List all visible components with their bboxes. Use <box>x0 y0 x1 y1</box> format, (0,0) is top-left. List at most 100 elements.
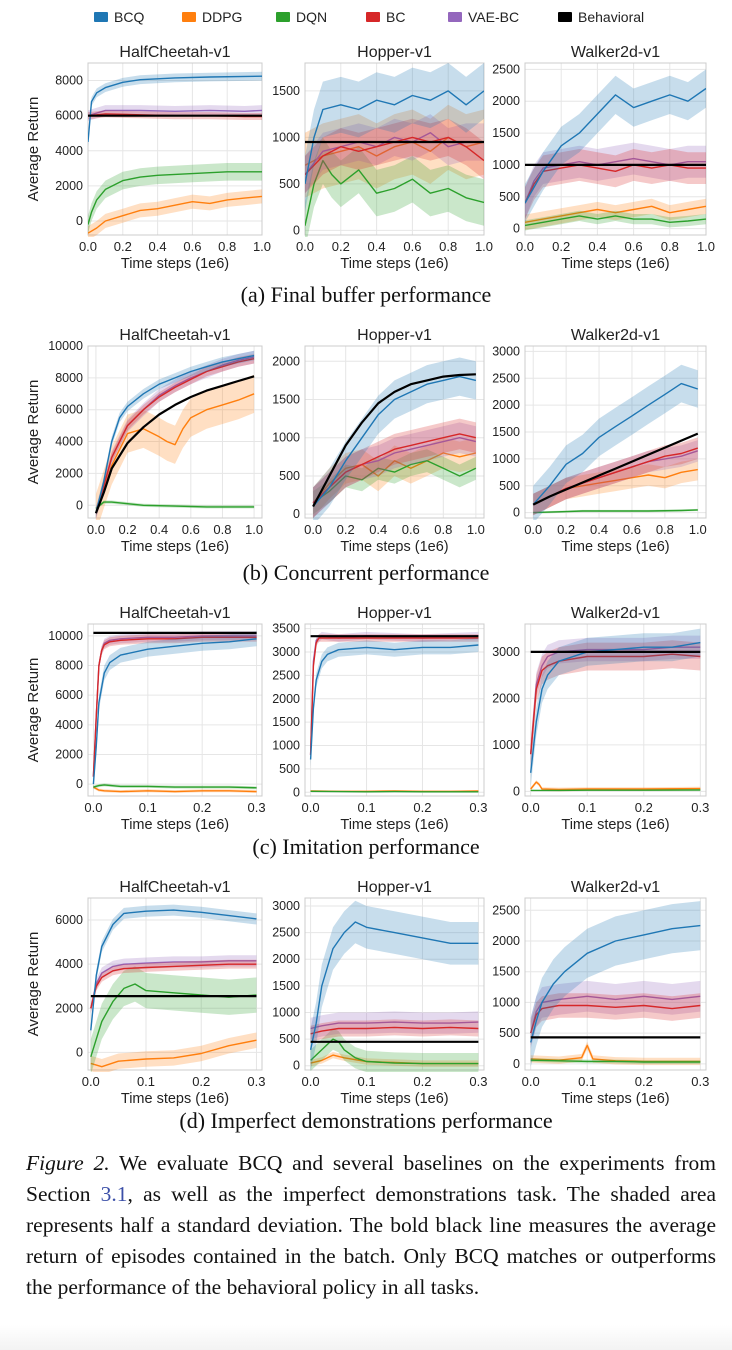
y-tick-label: 8000 <box>55 371 83 385</box>
line-bcq <box>530 924 701 1043</box>
line-bc <box>312 433 477 504</box>
x-tick-label: 0.3 <box>691 1074 709 1089</box>
band-dqn <box>310 1028 479 1072</box>
legend-item-ddpg: DDPG <box>182 6 242 28</box>
x-tick-label: 0.2 <box>332 239 350 254</box>
x-tick-label: 0.0 <box>302 800 320 815</box>
band-dqn <box>88 163 262 234</box>
x-tick-label: 0.0 <box>84 800 102 815</box>
x-tick-label: 0.2 <box>119 522 137 537</box>
line-dqn <box>305 159 484 226</box>
x-tick-label: 0.6 <box>403 239 421 254</box>
chart-title: Walker2d-v1 <box>571 44 660 61</box>
line-dqn <box>310 1038 479 1065</box>
y-tick-label: 8000 <box>55 659 83 673</box>
band-vae-bc <box>310 1011 479 1040</box>
line-vae-bc <box>88 109 262 117</box>
band-dqn <box>313 449 476 515</box>
x-tick-label: 0.3 <box>469 1074 487 1089</box>
figure-caption: Figure 2. We evaluate BCQ and several ba… <box>26 1148 716 1303</box>
section-ref-link[interactable]: 3.1 <box>100 1182 128 1206</box>
y-tick-label: 0 <box>76 214 83 228</box>
y-tick-label: 1000 <box>272 431 300 445</box>
x-tick-label: 0.2 <box>552 239 570 254</box>
line-dqn <box>525 215 706 227</box>
y-tick-label: 1000 <box>492 158 520 172</box>
x-tick-label: 1.0 <box>467 522 485 537</box>
y-tick-label: 1500 <box>492 425 520 439</box>
y-tick-label: 2500 <box>272 926 300 940</box>
y-tick-label: 2000 <box>492 934 520 948</box>
band-bcq <box>533 364 698 520</box>
y-tick-label: 0 <box>513 784 520 798</box>
chart-title: HalfCheetah-v1 <box>119 327 230 344</box>
y-tick-label: 2500 <box>492 371 520 385</box>
legend-swatch <box>558 12 572 22</box>
chart-d-2: 0.0 0.1 0.2 0.3 0 500 1000 1500 2000 2500 3000 Hopp… <box>272 879 487 1107</box>
x-tick-label: 0.1 <box>357 800 375 815</box>
chart-d-1: 0.0 0.1 0.2 0.3 0 2000 4000 6000 HalfCheetah-v1 T… <box>25 879 266 1107</box>
y-tick-label: 6000 <box>55 688 83 702</box>
legend-swatch <box>94 12 108 22</box>
y-tick-label: 500 <box>499 190 520 204</box>
grid <box>524 63 707 235</box>
band-bcq <box>310 638 479 767</box>
plot-frame <box>87 623 263 797</box>
x-tick-label: 0.2 <box>413 800 431 815</box>
band-bcq <box>313 357 476 520</box>
x-tick-label: 1.0 <box>697 239 715 254</box>
y-tick-label: 1000 <box>272 130 300 144</box>
x-tick-label: 0.6 <box>183 239 201 254</box>
x-tick-label: 0.1 <box>357 1074 375 1089</box>
band-bc <box>313 418 476 518</box>
grid <box>305 624 484 796</box>
plot-frame <box>304 623 485 797</box>
x-tick-label: 0.0 <box>82 1074 100 1089</box>
band-ddpg <box>90 1032 257 1072</box>
line-vae-bc <box>310 1021 479 1030</box>
x-tick-label: 0.8 <box>434 522 452 537</box>
series-group <box>532 364 699 520</box>
chart-c-2: 0.0 0.1 0.2 0.3 0 500 1000 1500 2000 2500 3000 3500… <box>272 605 487 833</box>
band-vae-bc <box>95 350 255 520</box>
y-tick-label: 1500 <box>272 715 300 729</box>
band-bcq <box>88 71 262 147</box>
legend: BCQ DDPG DQN BC VAE-BC Behavioral <box>0 6 732 28</box>
line-ddpg <box>95 393 255 514</box>
series-group <box>525 69 706 231</box>
y-tick-label: 0 <box>293 223 300 237</box>
band-bcq <box>93 631 257 792</box>
x-tick-label: 1.0 <box>689 522 707 537</box>
line-vae-bc <box>530 646 701 755</box>
chart-c-1: 0.0 0.1 0.2 0.3 0 2000 4000 6000 8000 10000 HalfCh… <box>25 605 266 833</box>
line-dqn <box>312 460 477 504</box>
x-axis-label: Time steps (1e6) <box>561 256 669 272</box>
line-bcq <box>88 75 262 143</box>
legend-swatch <box>182 12 196 22</box>
y-tick-label: 6000 <box>55 913 83 927</box>
caption-text-1: We evaluate BCQ and several baselines on… <box>26 1151 716 1206</box>
x-tick-label: 0.2 <box>337 522 355 537</box>
band-bc <box>530 993 701 1046</box>
band-vae-bc <box>305 114 484 194</box>
x-axis-label: Time steps (1e6) <box>561 1091 669 1107</box>
chart-title: Hopper-v1 <box>357 605 432 622</box>
band-dqn <box>525 210 706 231</box>
caption-a: (a) Final buffer performance <box>240 282 492 307</box>
series-group <box>309 900 479 1072</box>
x-tick-label: 0.6 <box>623 522 641 537</box>
y-tick-label: 500 <box>279 762 300 776</box>
legend-swatch <box>276 12 290 22</box>
chart-title: Hopper-v1 <box>357 327 432 344</box>
band-ddpg <box>313 437 476 518</box>
x-tick-label: 0.3 <box>469 800 487 815</box>
band-bcq <box>530 901 701 1067</box>
legend-label: BC <box>386 9 406 25</box>
x-tick-label: 0.6 <box>625 239 643 254</box>
chart-title: HalfCheetah-v1 <box>119 879 230 896</box>
legend-item-bc: BC <box>366 6 405 28</box>
plot-frame <box>87 345 263 519</box>
band-ddpg <box>533 458 698 516</box>
y-tick-label: 1000 <box>492 738 520 752</box>
x-tick-label: 0.6 <box>182 522 200 537</box>
